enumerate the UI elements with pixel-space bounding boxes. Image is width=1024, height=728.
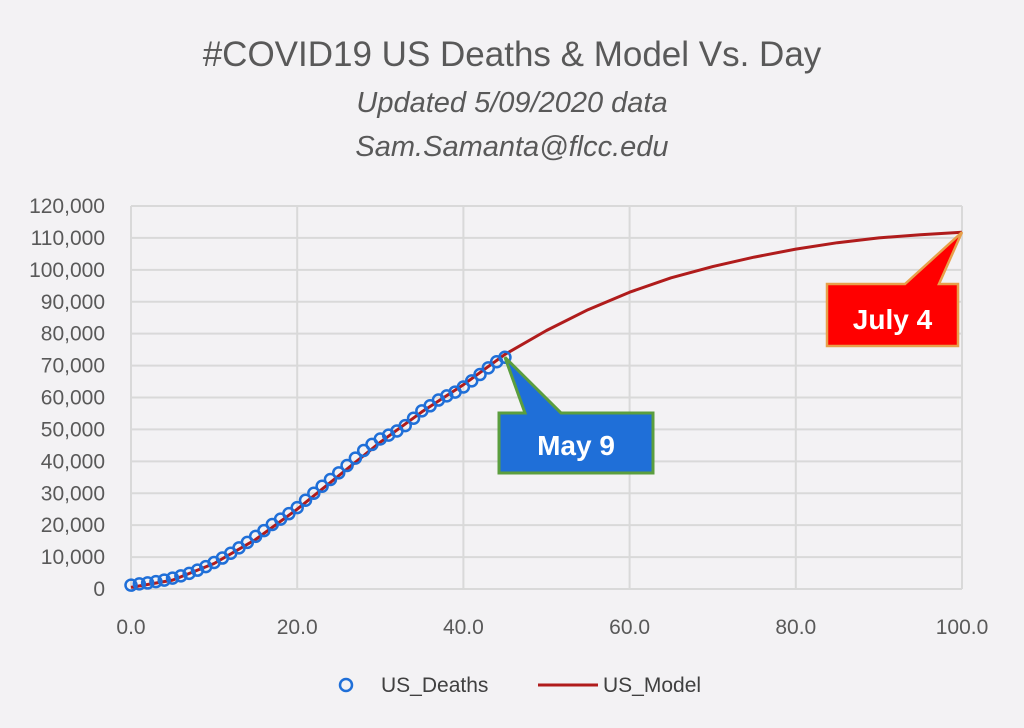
legend-us-deaths-label: US_Deaths <box>381 674 488 697</box>
x-tick-labels: 0.0 20.0 40.0 60.0 80.0 100.0 <box>116 616 988 639</box>
y-tick-label-4: 40,000 <box>41 450 105 473</box>
us-deaths-point-23 <box>315 479 329 493</box>
y-tick-label-8: 80,000 <box>41 323 105 346</box>
us-deaths-point-2 <box>140 576 155 590</box>
callouts: May 9 July 4 <box>497 231 964 475</box>
us-deaths-point-41 <box>464 374 479 388</box>
us-deaths-point-6 <box>174 569 188 583</box>
x-tick-label-2: 40.0 <box>443 616 484 639</box>
y-tick-labels: 0 10,000 20,000 30,000 40,000 50,000 60,000 70,… <box>29 195 105 601</box>
legend-us-model-label: US_Model <box>603 674 701 697</box>
us-deaths-point-26 <box>340 458 354 473</box>
us-deaths-point-5 <box>165 571 180 585</box>
chart-subtitle-line-2: Sam.Samanta@flcc.edu <box>355 131 668 163</box>
us-deaths-point-22 <box>307 486 321 500</box>
y-tick-label-10: 100,000 <box>29 259 105 282</box>
us-deaths-point-24 <box>323 472 338 487</box>
callout-july-4-box <box>825 231 964 348</box>
us-deaths-point-45 <box>498 350 512 365</box>
y-tick-label-1: 10,000 <box>41 546 105 569</box>
y-tick-label-3: 30,000 <box>41 482 105 505</box>
us-deaths-point-4 <box>157 573 171 587</box>
y-tick-label-0: 0 <box>93 578 105 601</box>
us-deaths-point-1 <box>132 577 147 591</box>
y-tick-label-2: 20,000 <box>41 514 105 537</box>
x-tick-label-3: 60.0 <box>609 616 650 639</box>
us-deaths-point-3 <box>149 574 163 589</box>
x-tick-label-5: 100.0 <box>936 616 989 639</box>
us-deaths-point-33 <box>398 418 412 433</box>
x-tick-label-1: 20.0 <box>277 616 318 639</box>
series-us-deaths <box>124 350 512 592</box>
chart-titles: #COVID19 US Deaths & Model Vs. Day Updat… <box>203 35 822 163</box>
callout-may-9-box <box>497 356 655 475</box>
y-tick-label-7: 70,000 <box>41 355 105 378</box>
chart-subtitle-line-1: Updated 5/09/2020 data <box>356 87 667 119</box>
x-tick-label-0: 0.0 <box>116 616 145 639</box>
y-tick-label-12: 120,000 <box>29 195 105 218</box>
us-deaths-point-27 <box>348 451 363 465</box>
y-tick-label-11: 110,000 <box>31 227 105 250</box>
y-tick-label-9: 90,000 <box>41 291 105 314</box>
callout-july-4-label: July 4 <box>853 304 933 335</box>
y-tick-label-6: 60,000 <box>41 387 105 410</box>
us-deaths-point-34 <box>406 411 421 425</box>
us-deaths-point-20 <box>290 500 304 515</box>
legend-us-deaths-marker <box>338 677 354 693</box>
legend: US_Deaths US_Model <box>338 674 701 697</box>
y-tick-label-5: 50,000 <box>41 418 105 441</box>
us-deaths-point-21 <box>298 493 313 508</box>
x-tick-label-4: 80.0 <box>775 616 816 639</box>
us-deaths-point-0 <box>124 578 138 592</box>
callout-may-9-label: May 9 <box>537 430 615 461</box>
us-deaths-point-25 <box>332 466 346 480</box>
chart-title: #COVID19 US Deaths & Model Vs. Day <box>203 35 822 74</box>
us-deaths-point-42 <box>473 367 487 382</box>
